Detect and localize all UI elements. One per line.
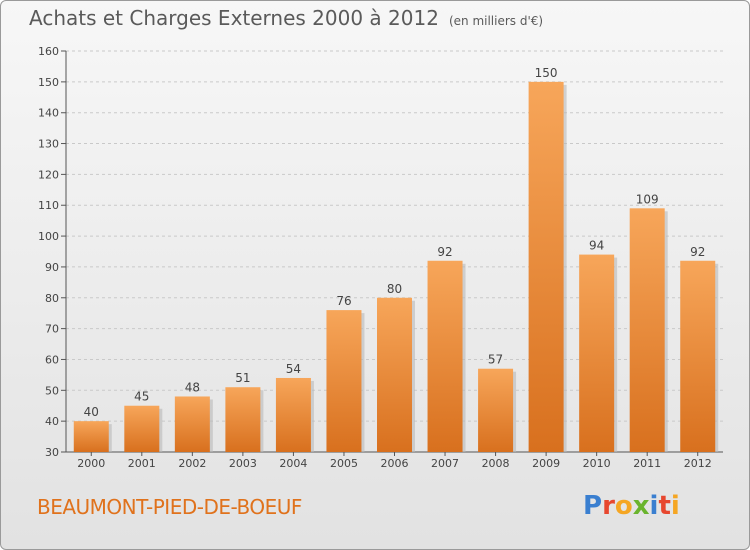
commune-name: BEAUMONT-PIED-DE-BOEUF [37,495,302,519]
y-tick-label: 30 [45,446,59,459]
y-tick-label: 90 [45,261,59,274]
data-label: 40 [84,405,99,419]
x-tick-label: 2010 [583,457,611,470]
labels: 40 2000 45 2001 48 2002 51 2003 54 2004 76 2005 80 20… [77,66,711,470]
x-tick-label: 2005 [330,457,358,470]
proxiti-logo[interactable]: Proxiti [583,491,680,521]
data-label: 150 [535,66,558,80]
bar [478,368,514,452]
bars [73,81,719,452]
x-tick-label: 2002 [178,457,206,470]
data-label: 92 [690,245,705,259]
bar [579,254,615,452]
data-label: 45 [134,390,149,404]
y-tick-label: 130 [38,138,59,151]
y-tick-label: 50 [45,384,59,397]
axes: 30 40 50 60 70 80 90 100 110 120 130 140 150 160 [38,45,723,459]
data-label: 76 [336,294,351,308]
bar [73,421,109,452]
x-tick-label: 2003 [229,457,257,470]
y-tick-label: 140 [38,107,59,120]
chart-subtitle: (en milliers d'€) [448,14,544,28]
bar [680,260,716,452]
y-tick-label: 110 [38,199,59,212]
y-tick-label: 120 [38,168,59,181]
bar [174,396,210,452]
logo-letter: t [658,491,671,521]
x-tick-label: 2008 [482,457,510,470]
x-tick-label: 2000 [77,457,105,470]
data-label: 92 [437,245,452,259]
x-tick-label: 2009 [532,457,560,470]
logo-letter: r [602,491,615,521]
logo-letter: x [632,491,650,521]
x-tick-label: 2011 [633,457,661,470]
data-label: 51 [235,371,250,385]
y-tick-label: 70 [45,323,59,336]
bar [225,387,261,452]
bar [629,208,665,452]
y-tick-label: 80 [45,292,59,305]
x-tick-label: 2001 [128,457,156,470]
y-tick-label: 100 [38,230,59,243]
x-tick-label: 2004 [279,457,307,470]
data-label: 109 [636,192,659,206]
data-label: 48 [185,380,200,394]
data-label: 94 [589,239,604,253]
x-tick-label: 2006 [381,457,409,470]
y-tick-label: 160 [38,45,59,58]
x-tick-label: 2012 [684,457,712,470]
logo-letter: i [649,491,659,521]
data-label: 57 [488,353,503,367]
bar [377,297,412,452]
data-label: 54 [286,362,301,376]
y-tick-label: 60 [45,353,59,366]
bar [326,310,362,452]
x-tick-label: 2007 [431,457,459,470]
y-tick-label: 150 [38,76,59,89]
bar [528,81,564,452]
logo-letter: P [583,491,603,521]
bar [275,377,311,452]
y-tick-label: 40 [45,415,59,428]
data-label: 80 [387,282,402,296]
bar [427,260,463,452]
logo-letter: i [670,491,680,521]
chart-title: Achats et Charges Externes 2000 à 2012 (e… [29,6,544,30]
bar [124,405,160,452]
logo-letter: o [614,491,633,521]
